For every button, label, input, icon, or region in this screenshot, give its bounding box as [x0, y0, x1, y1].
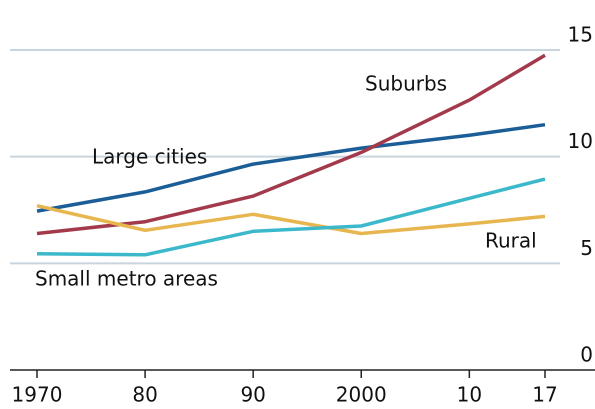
x-tick-label: 1970	[12, 383, 63, 407]
series-label: Rural	[485, 229, 537, 253]
y-tick-label: 10	[568, 129, 593, 153]
y-tick-label: 0	[580, 343, 593, 367]
y-tick-label: 15	[568, 23, 593, 47]
x-tick-label: 17	[532, 383, 557, 407]
series-label: Large cities	[92, 145, 207, 169]
series-line	[36, 122, 546, 213]
series-line	[36, 203, 546, 236]
series-line	[36, 177, 546, 257]
y-tick-label: 5	[580, 236, 593, 260]
series-line	[36, 53, 546, 236]
x-tick-label: 2000	[336, 383, 387, 407]
x-tick-label: 80	[132, 383, 157, 407]
series-label: Small metro areas	[35, 267, 218, 291]
x-tick-label: 10	[457, 383, 482, 407]
x-tick-label: 90	[240, 383, 265, 407]
series-label: Suburbs	[365, 72, 447, 96]
